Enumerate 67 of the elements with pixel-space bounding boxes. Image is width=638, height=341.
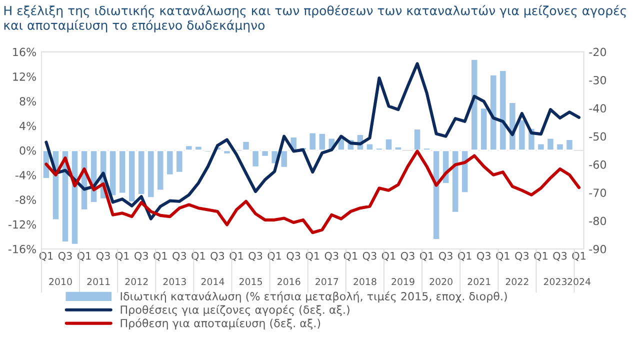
legend-label: Πρόθεση για αποταμίευση (δεξ. αξ.) [120, 318, 320, 330]
y2-tick-label: -60 [589, 160, 606, 169]
y2-tick-label: -50 [589, 132, 606, 141]
x-tick-label: Q3 [96, 252, 110, 261]
x-tick-label: Q1 [458, 252, 472, 261]
x-tick-label: Q3 [362, 252, 376, 261]
chart-title: Η εξέλιξη της ιδιωτικής κατανάλωσης και των προθέσεων των καταναλωτών για μείζονες αγορές και αποταμίευση το επόμενο δωδεκάμηνο [4, 5, 626, 32]
text: 2011 [87, 278, 110, 286]
text: 2023 [544, 278, 566, 286]
x-tick-label: Q1 [306, 252, 320, 261]
x-tick-label: Q3 [210, 252, 224, 261]
text: 2019 [392, 278, 414, 286]
y-tick-label: 16% [13, 48, 36, 56]
legend-label: Ιδιωτική κατανάλωση (% ετήσια μεταβολή, τιμές 2015, εποχ. διορθ.) [120, 291, 507, 303]
x-tick-label: Q1 [77, 252, 91, 261]
y2-tick-label: -80 [589, 216, 606, 226]
x-tick-label: Q3 [286, 252, 300, 261]
y2-tick-label: -30 [589, 76, 606, 84]
y2-tick-label: -40 [589, 104, 606, 113]
y2-tick-label: -20 [589, 48, 606, 56]
x-tick-label: Q1 [496, 252, 510, 261]
x-tick-label: Q3 [172, 252, 186, 261]
x-tick-label: Q1 [382, 252, 396, 261]
x-tick-label: Q1 [192, 252, 205, 261]
text: 2013 [163, 278, 186, 286]
text: 2022 [506, 278, 528, 286]
x-tick-label: Q3 [134, 252, 148, 261]
x-tick-label: Q1 [116, 252, 129, 261]
legend-label: Προθέσεις για μείζονες αγορές (δεξ. αξ.) [120, 304, 350, 316]
x-tick-label: Q3 [400, 252, 414, 261]
line-series [44, 62, 581, 220]
text: 2014 [201, 278, 224, 286]
x-tick-label: Q3 [58, 252, 72, 261]
y-tick-label: -16% [8, 244, 36, 254]
x-tick-label: Q1 [230, 252, 243, 261]
y-tick-label: -4% [16, 170, 36, 180]
x-tick-label: Q1 [420, 252, 434, 261]
y-tick-label: -8% [16, 196, 36, 204]
text: 2021 [468, 278, 490, 286]
text: 2018 [354, 278, 376, 286]
y-tick-label: 0% [20, 146, 36, 155]
y-tick-label: -12% [8, 220, 36, 229]
x-tick-label: Q1 [572, 252, 586, 261]
x-tick-label: Q1 [39, 252, 53, 261]
text: 2017 [316, 278, 338, 286]
y-tick-label: 12% [13, 72, 36, 81]
x-tick-label: Q3 [515, 252, 529, 261]
y2-tick-label: -90 [589, 244, 606, 254]
y2-tick-label: -70 [589, 188, 606, 197]
x-tick-label: Q1 [268, 252, 282, 261]
y-tick-label: 4% [20, 122, 36, 130]
text: 2024 [568, 278, 590, 286]
text: 2010 [49, 278, 72, 286]
x-tick-label: Q3 [477, 252, 490, 261]
text: 2012 [125, 278, 148, 286]
x-tick-label: Q3 [553, 252, 567, 261]
line-series [44, 150, 581, 234]
x-tick-label: Q3 [438, 252, 452, 261]
x-tick-label: Q3 [248, 252, 262, 261]
text: 2020 [430, 278, 452, 286]
x-tick-label: Q1 [534, 252, 548, 261]
text: 2016 [278, 278, 300, 286]
x-tick-label: Q1 [344, 252, 358, 261]
y-tick-label: 8% [20, 97, 36, 106]
x-tick-label: Q1 [154, 252, 167, 261]
x-tick-label: Q3 [324, 252, 338, 261]
text: 2015 [239, 278, 262, 286]
